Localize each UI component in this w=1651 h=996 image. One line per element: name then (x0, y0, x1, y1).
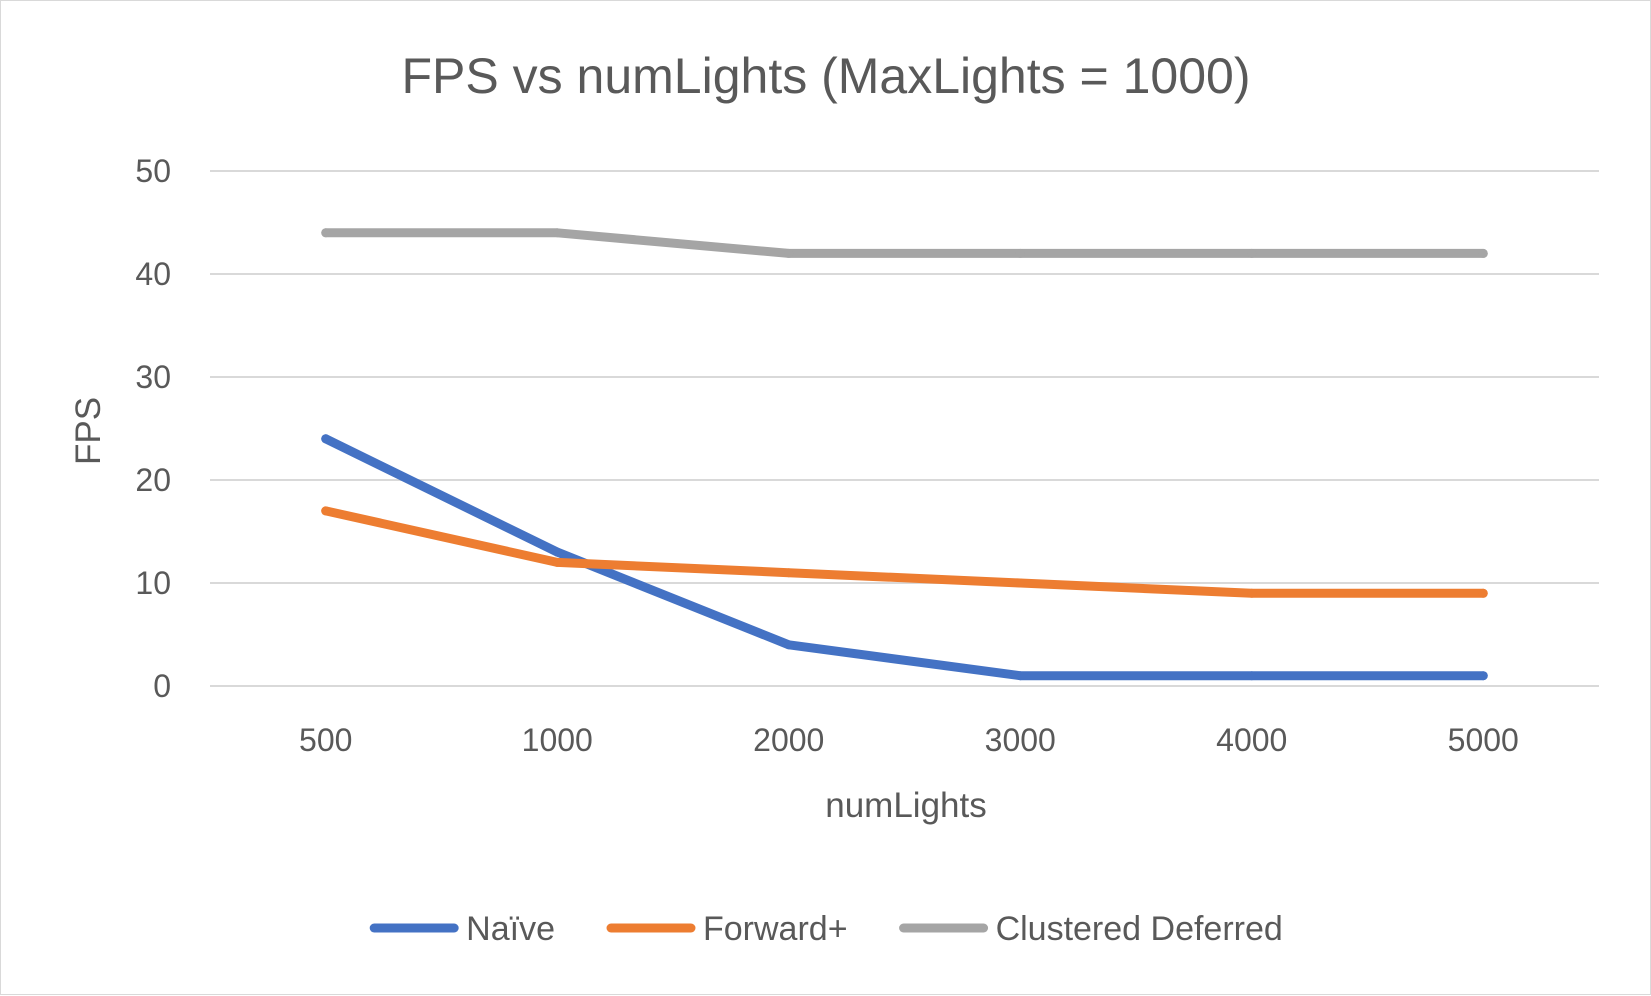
data-point (784, 568, 794, 578)
y-axis-label: FPS (69, 397, 108, 465)
data-point (552, 228, 562, 238)
data-point (1015, 248, 1025, 258)
data-point (784, 640, 794, 650)
legend-item: Naïve (369, 910, 555, 948)
x-tick-label: 2000 (753, 722, 824, 758)
x-axis-label: numLights (825, 786, 986, 825)
legend-item: Forward+ (606, 910, 848, 948)
legend-label: Naïve (466, 910, 555, 948)
y-tick-label: 50 (135, 153, 171, 189)
series-line-0 (321, 434, 1488, 681)
data-point (1247, 588, 1257, 598)
x-tick-label: 1000 (522, 722, 593, 758)
data-point (1478, 248, 1488, 258)
chart-title: FPS vs numLights (MaxLights = 1000) (402, 48, 1251, 104)
data-point (784, 248, 794, 258)
series-line-2 (321, 228, 1488, 258)
data-point (1478, 671, 1488, 681)
legend-label: Clustered Deferred (996, 910, 1283, 948)
y-tick-label: 30 (135, 359, 171, 395)
legend-item: Clustered Deferred (899, 910, 1283, 948)
data-point (1015, 671, 1025, 681)
series-line-1 (321, 506, 1488, 598)
y-tick-label: 40 (135, 256, 171, 292)
y-tick-label: 20 (135, 462, 171, 498)
legend: Naïve Forward+ Clustered Deferred (369, 910, 1283, 948)
data-point (552, 557, 562, 567)
x-tick-label: 4000 (1216, 722, 1287, 758)
y-axis-ticks: 0 10 20 30 40 50 (135, 153, 171, 704)
data-point (1247, 671, 1257, 681)
data-series (321, 228, 1488, 681)
data-point (1478, 588, 1488, 598)
gridlines (210, 170, 1599, 687)
legend-label: Forward+ (703, 910, 848, 948)
data-point (1015, 578, 1025, 588)
data-point (321, 506, 331, 516)
data-point (1247, 248, 1257, 258)
y-tick-label: 0 (153, 668, 171, 704)
x-tick-label: 3000 (985, 722, 1056, 758)
x-tick-label: 500 (299, 722, 352, 758)
y-tick-label: 10 (135, 565, 171, 601)
data-point (552, 547, 562, 557)
data-point (321, 434, 331, 444)
data-point (321, 228, 331, 238)
x-axis-ticks: 500 1000 2000 3000 4000 5000 (299, 722, 1519, 758)
x-tick-label: 5000 (1448, 722, 1519, 758)
